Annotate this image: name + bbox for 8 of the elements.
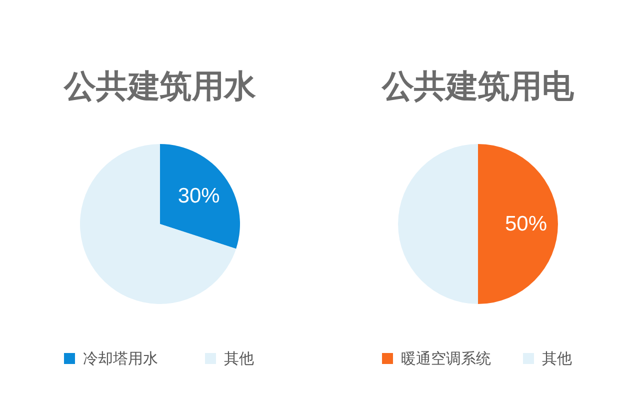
legend-label: 冷却塔用水 — [83, 350, 158, 368]
chart-title: 公共建筑用水 — [63, 68, 257, 104]
chart-title: 公共建筑用电 — [381, 68, 575, 104]
data-label: 50% — [504, 212, 548, 236]
data-label: 30% — [178, 184, 220, 208]
legend-label: 其他 — [224, 350, 254, 368]
legend-label: 其他 — [542, 350, 572, 368]
legend-label: 暖通空调系统 — [401, 350, 491, 368]
